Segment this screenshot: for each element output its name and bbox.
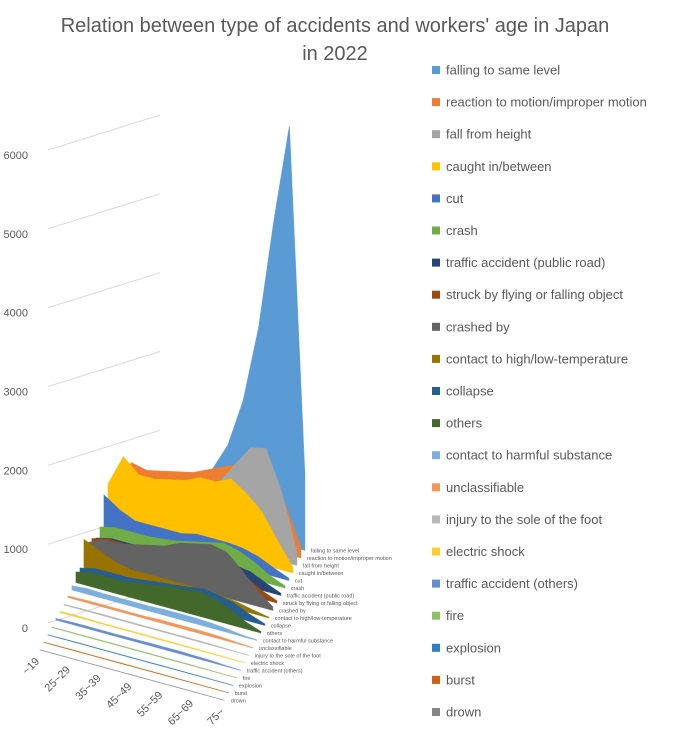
grid-line [47, 272, 161, 309]
grid-line [47, 193, 161, 230]
legend-label: unclassifiable [446, 480, 524, 495]
area [107, 456, 294, 574]
series-axis-label: crashed by [279, 608, 306, 614]
legend-swatch [432, 226, 440, 235]
legend-label: struck by flying or falling object [446, 287, 623, 302]
legend-label: crash [446, 223, 478, 238]
area [59, 610, 246, 664]
legend-label: others [446, 416, 483, 431]
series-axis-label: collapse [271, 623, 291, 629]
area [71, 585, 258, 641]
area [75, 571, 262, 634]
legend-swatch [432, 130, 440, 139]
series-axis-label: traffic accident (others) [247, 668, 303, 674]
series-axis-label: unclassifiable [259, 646, 292, 652]
series-axis-label: others [267, 631, 283, 637]
series-axis-label: burst [235, 691, 248, 697]
legend-swatch [432, 515, 440, 524]
legend-label: contact to high/low-temperature [446, 351, 628, 366]
legend-swatch [432, 322, 440, 331]
legend-swatch [432, 611, 440, 620]
legend-swatch [432, 483, 440, 492]
legend-label: crashed by [446, 319, 510, 334]
legend-swatch [432, 643, 440, 652]
x-tick-label: 25~29 [43, 664, 73, 694]
legend-label: falling to same level [446, 63, 560, 78]
series-axis-label: contact to harmful substance [263, 638, 333, 644]
legend-swatch [432, 290, 440, 299]
series-axis-label: cut [295, 578, 303, 584]
series-axis-label: traffic accident (public road) [287, 593, 355, 599]
area [87, 539, 274, 611]
area [55, 618, 242, 671]
chart-title: Relation between type of accidents and w… [60, 15, 610, 65]
legend-swatch [432, 579, 440, 588]
y-tick-label: 3000 [4, 387, 28, 399]
series-axis-label: contact to high/low-temperature [275, 616, 352, 622]
legend-swatch [432, 419, 440, 428]
legend-label: traffic accident (public road) [446, 255, 605, 270]
grid-line [47, 114, 161, 151]
area [47, 634, 234, 686]
series-axis-label: explosion [239, 683, 262, 689]
legend-label: reaction to motion/improper motion [446, 95, 647, 110]
area [39, 649, 225, 701]
area [51, 626, 238, 679]
legend-swatch [432, 387, 440, 395]
area [63, 603, 250, 656]
y-tick-label: 4000 [4, 308, 28, 320]
legend-label: fall from height [446, 127, 532, 142]
legend-swatch [432, 451, 440, 460]
y-tick-label: 6000 [4, 150, 28, 162]
series-axis-label: falling to same level [311, 548, 359, 554]
legend-swatch [432, 675, 440, 684]
series-axis-label: struck by flying or falling object [283, 601, 358, 607]
x-tick-label: ~19 [20, 656, 42, 678]
series-axis-label: crash [291, 586, 304, 592]
x-tick-label: 65~69 [166, 698, 196, 728]
legend-swatch [432, 98, 440, 107]
legend-swatch [432, 162, 440, 171]
series-axis-label: fall from height [303, 563, 340, 569]
y-tick-label: 1000 [4, 544, 28, 556]
series-axis-label: reaction to motion/improper motion [307, 556, 392, 562]
series-axis-label: injury to the sole of the foot [255, 653, 322, 659]
y-tick-label: 0 [22, 623, 28, 635]
legend-label: fire [446, 608, 464, 623]
x-tick-label: 45~49 [104, 681, 134, 711]
legend-swatch [432, 258, 440, 267]
legend-swatch [432, 354, 440, 363]
legend-label: cut [446, 191, 464, 206]
legend-swatch [432, 708, 440, 716]
legend-label: burst [446, 672, 475, 687]
x-tick-label: 35~39 [73, 672, 103, 702]
legend-swatch [432, 66, 440, 74]
y-tick-label: 5000 [4, 229, 28, 241]
x-tick-label: 55~59 [135, 689, 165, 719]
series-axis-label: electric shock [251, 661, 285, 667]
legend-label: collapse [446, 384, 494, 399]
legend-label: electric shock [446, 544, 525, 559]
legend-swatch [432, 547, 440, 556]
legend-label: injury to the sole of the foot [446, 512, 602, 527]
grid-line [47, 351, 161, 387]
y-tick-label: 2000 [4, 465, 28, 477]
series-axis-label: caught in/between [299, 571, 344, 577]
legend-label: traffic accident (others) [446, 576, 578, 591]
grid-line [47, 429, 161, 466]
series-axis-label: drown [231, 698, 246, 704]
series-axis-label: fire [243, 676, 251, 682]
legend-swatch [432, 194, 440, 203]
area [67, 595, 254, 649]
legend-label: caught in/between [446, 159, 552, 174]
legend-label: explosion [446, 640, 501, 655]
area [43, 641, 230, 694]
legend-label: contact to harmful substance [446, 448, 612, 463]
x-tick-label: 75~ [205, 706, 227, 728]
legend-label: drown [446, 705, 481, 720]
